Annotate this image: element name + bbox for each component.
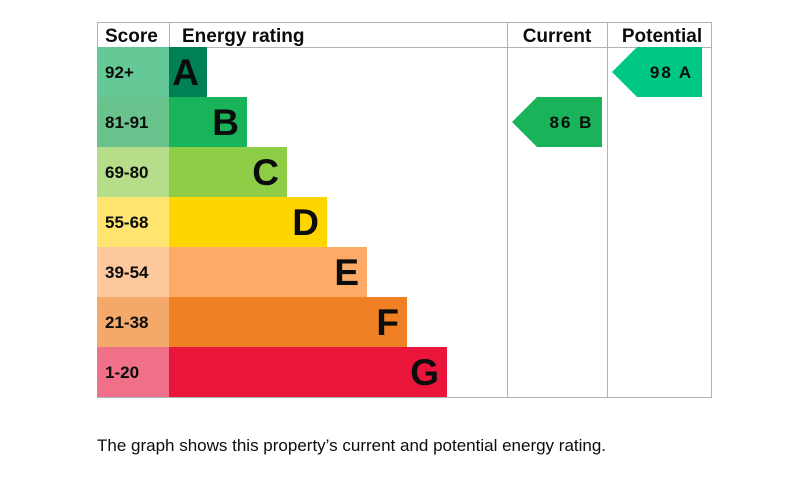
chart-headers: Score Energy rating Current Potential: [105, 26, 702, 47]
score-range-label: 1-20: [105, 363, 139, 382]
score-cell: [97, 197, 169, 247]
potential-rating-arrow-label: 98 A: [650, 63, 693, 82]
score-range-label: 21-38: [105, 313, 148, 332]
energy-rating-chart: 92+ A81-91 B69-80 C55-68 D39-54 E21-38 F1-20 G …: [97, 22, 712, 398]
header-potential: Potential: [622, 26, 702, 47]
rating-letter: E: [334, 252, 359, 293]
rating-bar: [169, 197, 327, 247]
rating-bar: [169, 297, 407, 347]
rating-letter: G: [410, 352, 439, 393]
current-rating-arrow-shape: [512, 97, 602, 147]
rating-band-e: 39-54 E: [97, 247, 367, 297]
score-cell: [97, 47, 169, 97]
rating-bar: [169, 147, 287, 197]
score-range-label: 92+: [105, 63, 134, 82]
header-current: Current: [523, 26, 592, 47]
rating-bar: [169, 47, 207, 97]
score-range-label: 81-91: [105, 113, 148, 132]
rating-bands: 92+ A 81-91 B 69-80 C 55-68 D 39-54 E 21-38 F 1-20 G: [97, 47, 447, 397]
rating-bar: [169, 247, 367, 297]
score-cell: [97, 297, 169, 347]
score-range-label: 55-68: [105, 213, 148, 232]
score-cell: [97, 347, 169, 397]
score-cell: [97, 97, 169, 147]
rating-letter: C: [252, 152, 279, 193]
rating-letter: D: [292, 202, 319, 243]
rating-band-g: 1-20 G: [97, 347, 447, 397]
rating-bar: [169, 347, 447, 397]
rating-band-f: 21-38 F: [97, 297, 407, 347]
current-rating-arrow: 86 B: [512, 97, 602, 147]
rating-bar: [169, 97, 247, 147]
header-score: Score: [105, 26, 158, 47]
rating-band-c: 69-80 C: [97, 147, 287, 197]
rating-letter: B: [212, 102, 239, 143]
potential-rating-arrow: 98 A: [612, 47, 702, 97]
rating-letter: A: [172, 52, 199, 93]
rating-band-a: 92+ A: [97, 47, 207, 97]
chart-caption: The graph shows this property’s current …: [97, 436, 607, 455]
rating-band-b: 81-91 B: [97, 97, 247, 147]
score-range-label: 39-54: [105, 263, 149, 282]
rating-arrows: 86 B 98 A: [512, 47, 702, 147]
header-energy-rating: Energy rating: [182, 26, 304, 47]
current-rating-arrow-label: 86 B: [550, 113, 594, 132]
rating-band-d: 55-68 D: [97, 197, 327, 247]
score-cell: [97, 247, 169, 297]
score-cell: [97, 147, 169, 197]
potential-rating-arrow-shape: [612, 47, 702, 97]
rating-letter: F: [376, 302, 399, 343]
score-range-label: 69-80: [105, 163, 148, 182]
